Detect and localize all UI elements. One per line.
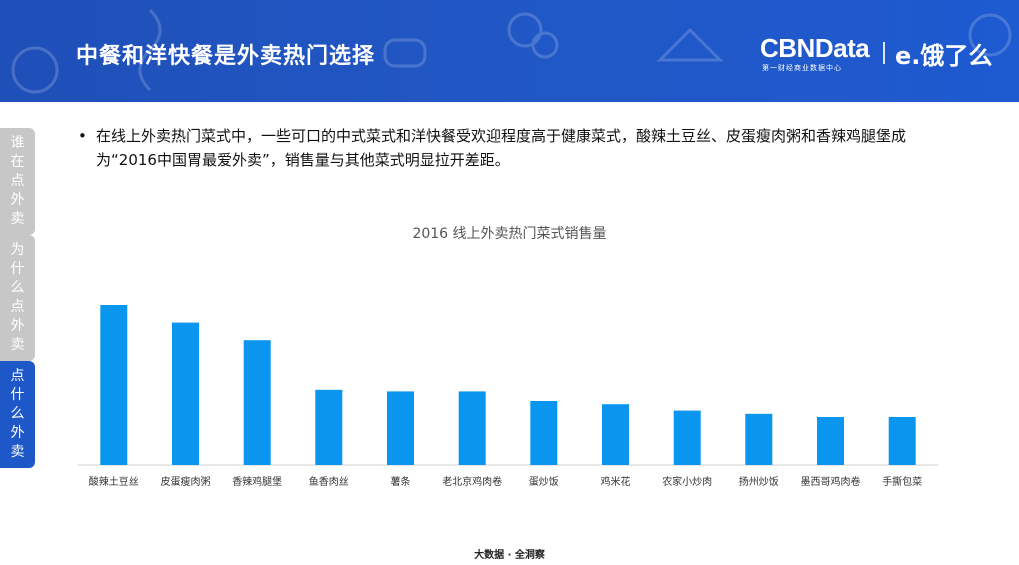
side-tab-label: 谁在点外卖	[10, 135, 25, 227]
chart-title: 2016 线上外卖热门菜式销售量	[412, 226, 607, 242]
bullet-marker: •	[78, 127, 87, 145]
brand-subtitle: 第一财经商业数据中心	[762, 64, 842, 72]
bar-6	[530, 401, 558, 465]
x-tick-label: 手撕包菜	[882, 475, 922, 488]
bar-2	[243, 340, 271, 465]
bar-10	[817, 417, 844, 465]
bar-3	[315, 389, 343, 465]
bar-8	[673, 410, 701, 465]
bar-1	[172, 322, 199, 465]
side-navigation: 谁在点外卖 为什么点外卖 点什么外卖	[0, 128, 35, 468]
bar-9	[745, 413, 773, 465]
x-tick-label: 扬州炒饭	[739, 475, 779, 488]
x-tick-label: 农家小炒肉	[662, 475, 712, 488]
partner-logo: e.饿了么	[895, 42, 993, 70]
side-tab-who[interactable]: 谁在点外卖	[0, 128, 35, 235]
bar-4	[387, 391, 414, 465]
x-tick-label: 鸡米花	[601, 475, 631, 488]
insight-paragraph: • 在线上外卖热门菜式中，一些可口的中式菜式和洋快餐受欢迎程度高于健康菜式，酸辣…	[78, 124, 958, 172]
x-tick-label: 墨西哥鸡肉卷	[801, 475, 861, 488]
side-tab-what[interactable]: 点什么外卖	[0, 361, 35, 468]
x-tick-label: 薯条	[391, 475, 411, 488]
x-tick-label: 鱼香肉丝	[309, 475, 349, 488]
logo-divider	[883, 42, 885, 64]
footer-slogan: 大数据 · 全洞察	[474, 550, 545, 561]
x-tick-label: 蛋炒饭	[529, 476, 559, 488]
page-title: 中餐和洋快餐是外卖热门选择	[76, 44, 376, 69]
header-banner: 中餐和洋快餐是外卖热门选择 CBNData 第一财经商业数据中心 e.饿了么	[0, 0, 1019, 102]
side-tab-label: 为什么点外卖	[10, 242, 25, 353]
side-tab-why[interactable]: 为什么点外卖	[0, 235, 35, 361]
brand-name: CBNData	[760, 33, 870, 63]
bar-11	[888, 417, 916, 465]
side-tab-label: 点什么外卖	[10, 368, 25, 460]
bar-0	[100, 305, 128, 465]
food-decoration-icon	[11, 8, 1012, 94]
bar-7	[602, 404, 629, 465]
bar-5	[458, 391, 486, 465]
x-tick-label: 酸辣土豆丝	[89, 475, 139, 488]
x-tick-label: 老北京鸡肉卷	[442, 475, 502, 488]
brand-logo: CBNData 第一财经商业数据中心	[760, 33, 870, 73]
x-tick-label: 皮蛋瘦肉粥	[161, 475, 211, 488]
x-tick-label: 香辣鸡腿堡	[232, 475, 282, 488]
insight-text: 在线上外卖热门菜式中，一些可口的中式菜式和洋快餐受欢迎程度高于健康菜式，酸辣土豆…	[96, 127, 907, 169]
